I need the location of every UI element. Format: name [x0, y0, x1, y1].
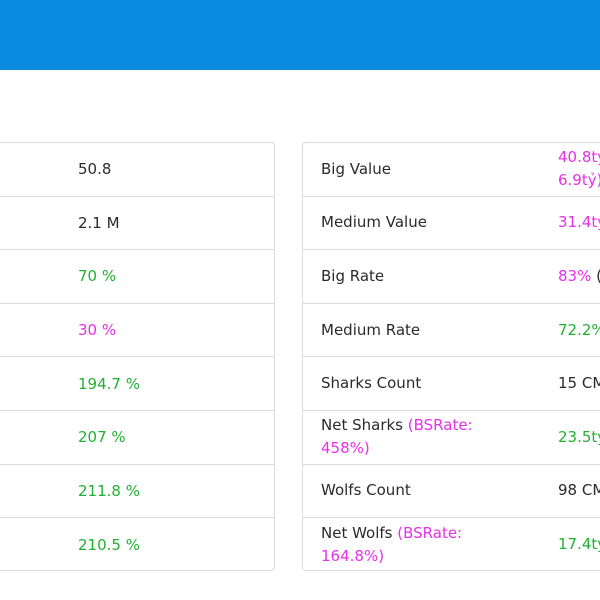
- row-label-line2: 458%): [321, 439, 370, 458]
- row-label: Net Wolfs (BSRate: 164.8%): [321, 522, 491, 568]
- row-label: Big Value: [321, 159, 391, 178]
- table-row: Medium Rate 72.2%: [303, 304, 600, 358]
- table-row: 70 %: [0, 250, 274, 304]
- row-label-text: Net Wolfs: [321, 523, 398, 542]
- row-value: 210.5 %: [78, 535, 140, 554]
- table-row: 50.8: [0, 143, 274, 197]
- table-row: Big Rate 83% (: [303, 250, 600, 304]
- row-value-main: 83%: [558, 266, 592, 285]
- table-row: Sharks Count 15 CM: [303, 357, 600, 411]
- table-row: 211.8 %: [0, 465, 274, 519]
- table-row: Net Wolfs (BSRate: 164.8%) 17.4tỷ: [303, 518, 600, 570]
- row-value: 23.5tỷ: [558, 427, 600, 446]
- row-label: Medium Value: [321, 213, 427, 232]
- row-value-suffix: (: [591, 267, 600, 285]
- row-label: Medium Rate: [321, 320, 421, 339]
- row-value: 211.8 %: [78, 481, 140, 500]
- row-label: Big Rate: [321, 266, 385, 285]
- table-row: 207 %: [0, 411, 274, 465]
- row-value: 194.7 %: [78, 374, 140, 393]
- row-value: 83% (: [558, 265, 600, 288]
- table-row: 210.5 %: [0, 518, 274, 570]
- row-value: 70 %: [78, 267, 117, 286]
- row-value: 30 %: [78, 321, 117, 340]
- row-value: 15 CM: [558, 374, 600, 393]
- row-value: 40.8tỷ 6.9tỷ): [558, 146, 600, 192]
- header-bar: [0, 0, 600, 70]
- table-row: Medium Value 31.4tỷ: [303, 197, 600, 251]
- row-value: 17.4tỷ: [558, 535, 600, 554]
- table-row: 2.1 M: [0, 197, 274, 251]
- row-value: 2.1 M: [78, 213, 120, 232]
- row-label: Net Sharks (BSRate: 458%): [321, 414, 491, 460]
- row-value: 50.8: [78, 160, 112, 179]
- row-value-line2: 6.9tỷ): [558, 171, 600, 190]
- row-label-text: Net Sharks: [321, 416, 408, 435]
- row-label: Sharks Count: [321, 374, 422, 393]
- table-row: Wolfs Count 98 CM: [303, 465, 600, 519]
- row-value: 98 CM: [558, 481, 600, 500]
- stats-table-left: 50.8 2.1 M 70 % 30 % 194.7 % 207 % 211.8…: [0, 142, 275, 571]
- row-value: 72.2%: [558, 320, 600, 339]
- row-value-line1: 40.8tỷ: [558, 148, 600, 167]
- table-row: Big Value 40.8tỷ 6.9tỷ): [303, 143, 600, 197]
- row-label-extra: (BSRate:: [397, 523, 463, 542]
- stats-table-right: Big Value 40.8tỷ 6.9tỷ) Medium Value 31.4…: [302, 142, 600, 571]
- table-row: Net Sharks (BSRate: 458%) 23.5tỷ: [303, 411, 600, 465]
- row-label-line2: 164.8%): [321, 546, 385, 565]
- row-label-extra: (BSRate:: [407, 416, 473, 435]
- table-row: 30 %: [0, 304, 274, 358]
- row-value: 207 %: [78, 428, 126, 447]
- row-label: Wolfs Count: [321, 481, 411, 500]
- table-row: 194.7 %: [0, 357, 274, 411]
- row-value: 31.4tỷ: [558, 213, 600, 232]
